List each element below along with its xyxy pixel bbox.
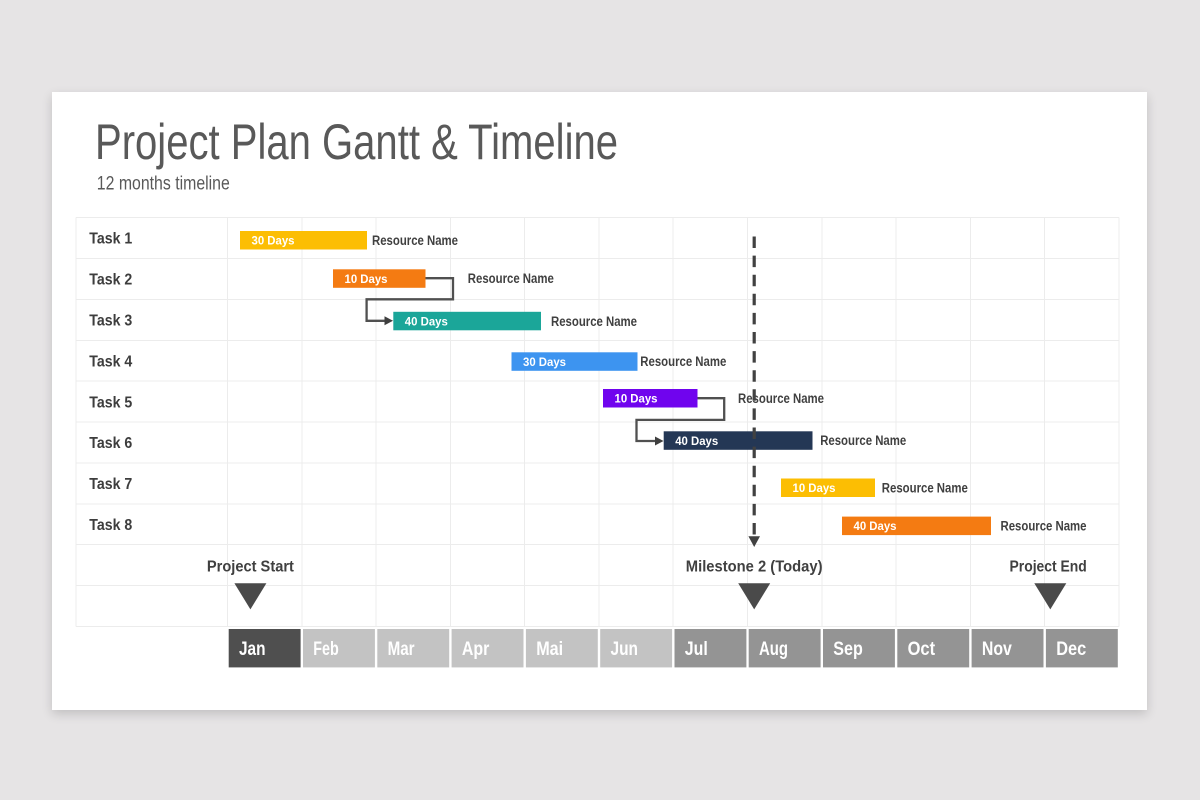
svg-text:Task 2: Task 2 [89, 272, 132, 289]
svg-text:10 Days: 10 Days [793, 481, 836, 495]
svg-text:Jul: Jul [685, 639, 708, 660]
svg-text:40 Days: 40 Days [675, 434, 718, 448]
svg-text:10 Days: 10 Days [615, 392, 658, 406]
svg-text:Project Plan Gantt & Timeline: Project Plan Gantt & Timeline [95, 114, 618, 170]
svg-text:Aug: Aug [759, 639, 788, 660]
svg-text:Project Start: Project Start [207, 558, 295, 575]
svg-text:Resource Name: Resource Name [882, 480, 968, 495]
svg-text:12 months timeline: 12 months timeline [97, 173, 230, 194]
svg-text:Mar: Mar [388, 639, 415, 660]
svg-text:Resource Name: Resource Name [820, 433, 906, 448]
svg-text:Resource Name: Resource Name [372, 233, 458, 248]
svg-text:Apr: Apr [462, 639, 490, 660]
svg-text:Task 8: Task 8 [89, 517, 132, 534]
svg-text:Jan: Jan [239, 639, 266, 660]
svg-text:40 Days: 40 Days [405, 314, 448, 328]
svg-text:Task 7: Task 7 [89, 476, 132, 493]
svg-text:Task 4: Task 4 [89, 353, 132, 370]
svg-text:10 Days: 10 Days [345, 272, 388, 286]
svg-text:Jun: Jun [611, 639, 639, 660]
svg-text:Resource Name: Resource Name [468, 271, 554, 286]
svg-text:Resource Name: Resource Name [738, 391, 824, 406]
svg-text:Resource Name: Resource Name [1001, 519, 1087, 534]
svg-text:Oct: Oct [908, 639, 936, 660]
svg-text:Task 5: Task 5 [89, 394, 132, 411]
svg-text:Task 1: Task 1 [89, 231, 132, 248]
svg-text:Mai: Mai [536, 639, 563, 660]
svg-text:40 Days: 40 Days [854, 519, 897, 533]
svg-text:30 Days: 30 Days [523, 355, 566, 369]
svg-text:Sep: Sep [833, 639, 863, 660]
svg-text:Task 6: Task 6 [89, 435, 132, 452]
svg-text:Nov: Nov [982, 639, 1012, 660]
svg-text:Dec: Dec [1056, 639, 1086, 660]
svg-text:30 Days: 30 Days [252, 234, 295, 248]
svg-text:Resource Name: Resource Name [640, 354, 726, 369]
svg-text:Task 3: Task 3 [89, 313, 132, 330]
svg-text:Milestone 2 (Today): Milestone 2 (Today) [686, 558, 823, 575]
svg-text:Feb: Feb [313, 639, 339, 660]
svg-text:Project End: Project End [1010, 558, 1087, 575]
svg-text:Resource Name: Resource Name [551, 314, 637, 329]
